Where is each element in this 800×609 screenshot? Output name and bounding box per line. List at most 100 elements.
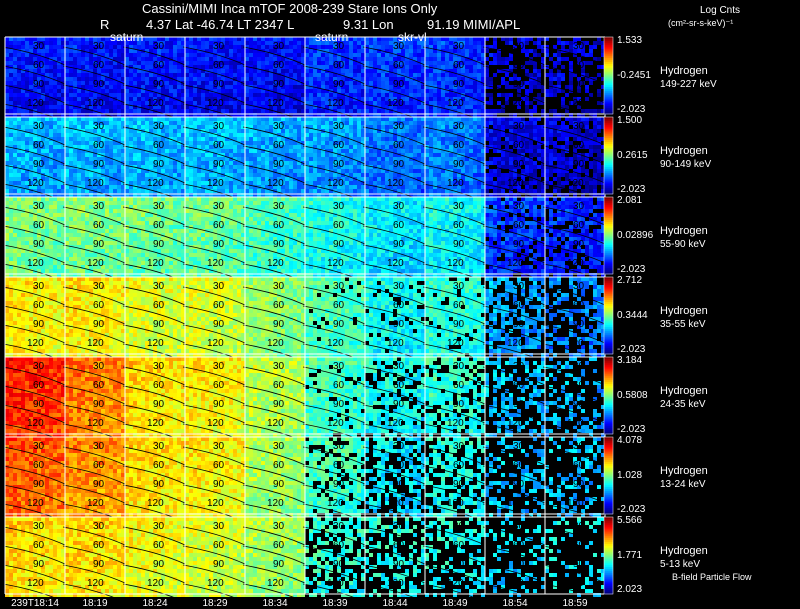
contour-line (422, 65, 486, 85)
contour-label: 120 (387, 418, 404, 429)
colorbar-segment (604, 245, 613, 248)
contour-label: 90 (33, 159, 45, 170)
colorbar-segment (604, 458, 613, 461)
contour-line (362, 484, 426, 504)
contour-label: 30 (93, 441, 105, 452)
colorbar-segment (604, 254, 613, 258)
colorbar-segment (604, 126, 613, 130)
time-label: 18:24 (142, 598, 168, 609)
colorbar-segment (604, 178, 613, 182)
contour-label: 120 (147, 578, 164, 589)
colorbar-segment (604, 56, 613, 59)
contour-line (242, 164, 306, 184)
colorbar-segment (604, 450, 613, 453)
contour-line (62, 484, 126, 504)
contour-label: 30 (153, 201, 165, 212)
contour-label: 120 (27, 418, 44, 429)
contour-label: 120 (327, 258, 344, 269)
image-panel: 30 60 90 120 (122, 37, 186, 123)
contour-line (302, 126, 366, 146)
contour-label: 120 (327, 578, 344, 589)
colorbar-segment (604, 278, 613, 282)
contour-label: 30 (153, 361, 165, 372)
colorbar-segment (604, 46, 613, 50)
contour-label: 90 (273, 319, 285, 330)
colorbar-segment (604, 94, 613, 98)
contour-line (302, 84, 366, 104)
colorbar-segment (604, 538, 613, 541)
contour-line (422, 206, 486, 226)
colorbar-segment (604, 340, 613, 343)
contour-line (422, 164, 486, 184)
contour-line (122, 84, 186, 104)
image-panel: 30 60 90 120 (242, 357, 306, 443)
colorbar-segment (604, 448, 613, 451)
colorbar-segment (604, 469, 613, 473)
bfield-flow-label: B-field Particle Flow (672, 572, 752, 582)
colorbar-segment (604, 48, 613, 51)
contour-label: 60 (153, 220, 165, 231)
colorbar-segment (604, 440, 613, 444)
colorbar-segment (604, 96, 613, 100)
colorbar-segment (604, 268, 613, 271)
contour-line (482, 545, 546, 565)
contour-label: 90 (93, 159, 105, 170)
colorbar-segment (604, 239, 613, 242)
contour-label: 120 (267, 418, 284, 429)
colorbar-segment (604, 243, 613, 246)
contour-line (182, 225, 246, 245)
colorbar-segment (604, 153, 613, 156)
contour-line (182, 244, 246, 264)
contour-line (362, 526, 426, 546)
contour-line (302, 564, 366, 584)
contour-line (362, 225, 426, 245)
contour-line (362, 126, 426, 146)
contour-line (482, 446, 546, 466)
contour-line (422, 84, 486, 104)
colorbar-segment (604, 426, 613, 429)
contour-line (122, 545, 186, 565)
contour-label: 60 (273, 540, 285, 551)
contour-label: 90 (453, 79, 465, 90)
colorbar-segment (604, 157, 613, 160)
colorbar-segment (604, 40, 613, 44)
contour-label: 60 (513, 60, 525, 71)
contour-label: 120 (387, 498, 404, 509)
contour-line (542, 206, 606, 226)
contour-label: 120 (447, 98, 464, 109)
colorbar-segment (604, 71, 613, 75)
contour-label: 120 (387, 578, 404, 589)
contour-line (542, 145, 606, 165)
contour-line (242, 465, 306, 485)
contour-label: 30 (453, 41, 465, 52)
contour-label: 60 (153, 460, 165, 471)
colorbar-segment (604, 385, 613, 389)
image-panel: 30 60 90 120 (62, 117, 126, 203)
contour-line (362, 46, 426, 66)
contour-line (182, 583, 246, 603)
contour-label: 60 (393, 460, 405, 471)
contour-label: 120 (267, 178, 284, 189)
colorbar-segment (604, 536, 613, 539)
contour-label: 30 (333, 201, 345, 212)
contour-label: 90 (573, 319, 585, 330)
contour-label: 90 (213, 559, 225, 570)
colorbar-segment (604, 161, 613, 164)
contour-label: 90 (453, 159, 465, 170)
contour-label: 30 (453, 121, 465, 132)
colorbar-segment (604, 332, 613, 336)
colorbar-segment (604, 315, 613, 318)
colorbar-segment (604, 85, 613, 88)
contour-line (242, 404, 306, 424)
colorbar-segment (604, 485, 613, 488)
contour-line (2, 286, 66, 306)
image-panel: 30 60 90 120 (542, 37, 606, 123)
lon-readout: 9.31 Lon (343, 17, 394, 32)
energy-label: 13-24 keV (660, 479, 706, 490)
image-panel: 30 60 90 120 (422, 357, 486, 443)
contour-label: 120 (447, 178, 464, 189)
colorbar-segment (604, 481, 613, 484)
contour-label: 120 (267, 578, 284, 589)
contour-label: 60 (33, 60, 45, 71)
colorbar-segment (604, 334, 613, 338)
